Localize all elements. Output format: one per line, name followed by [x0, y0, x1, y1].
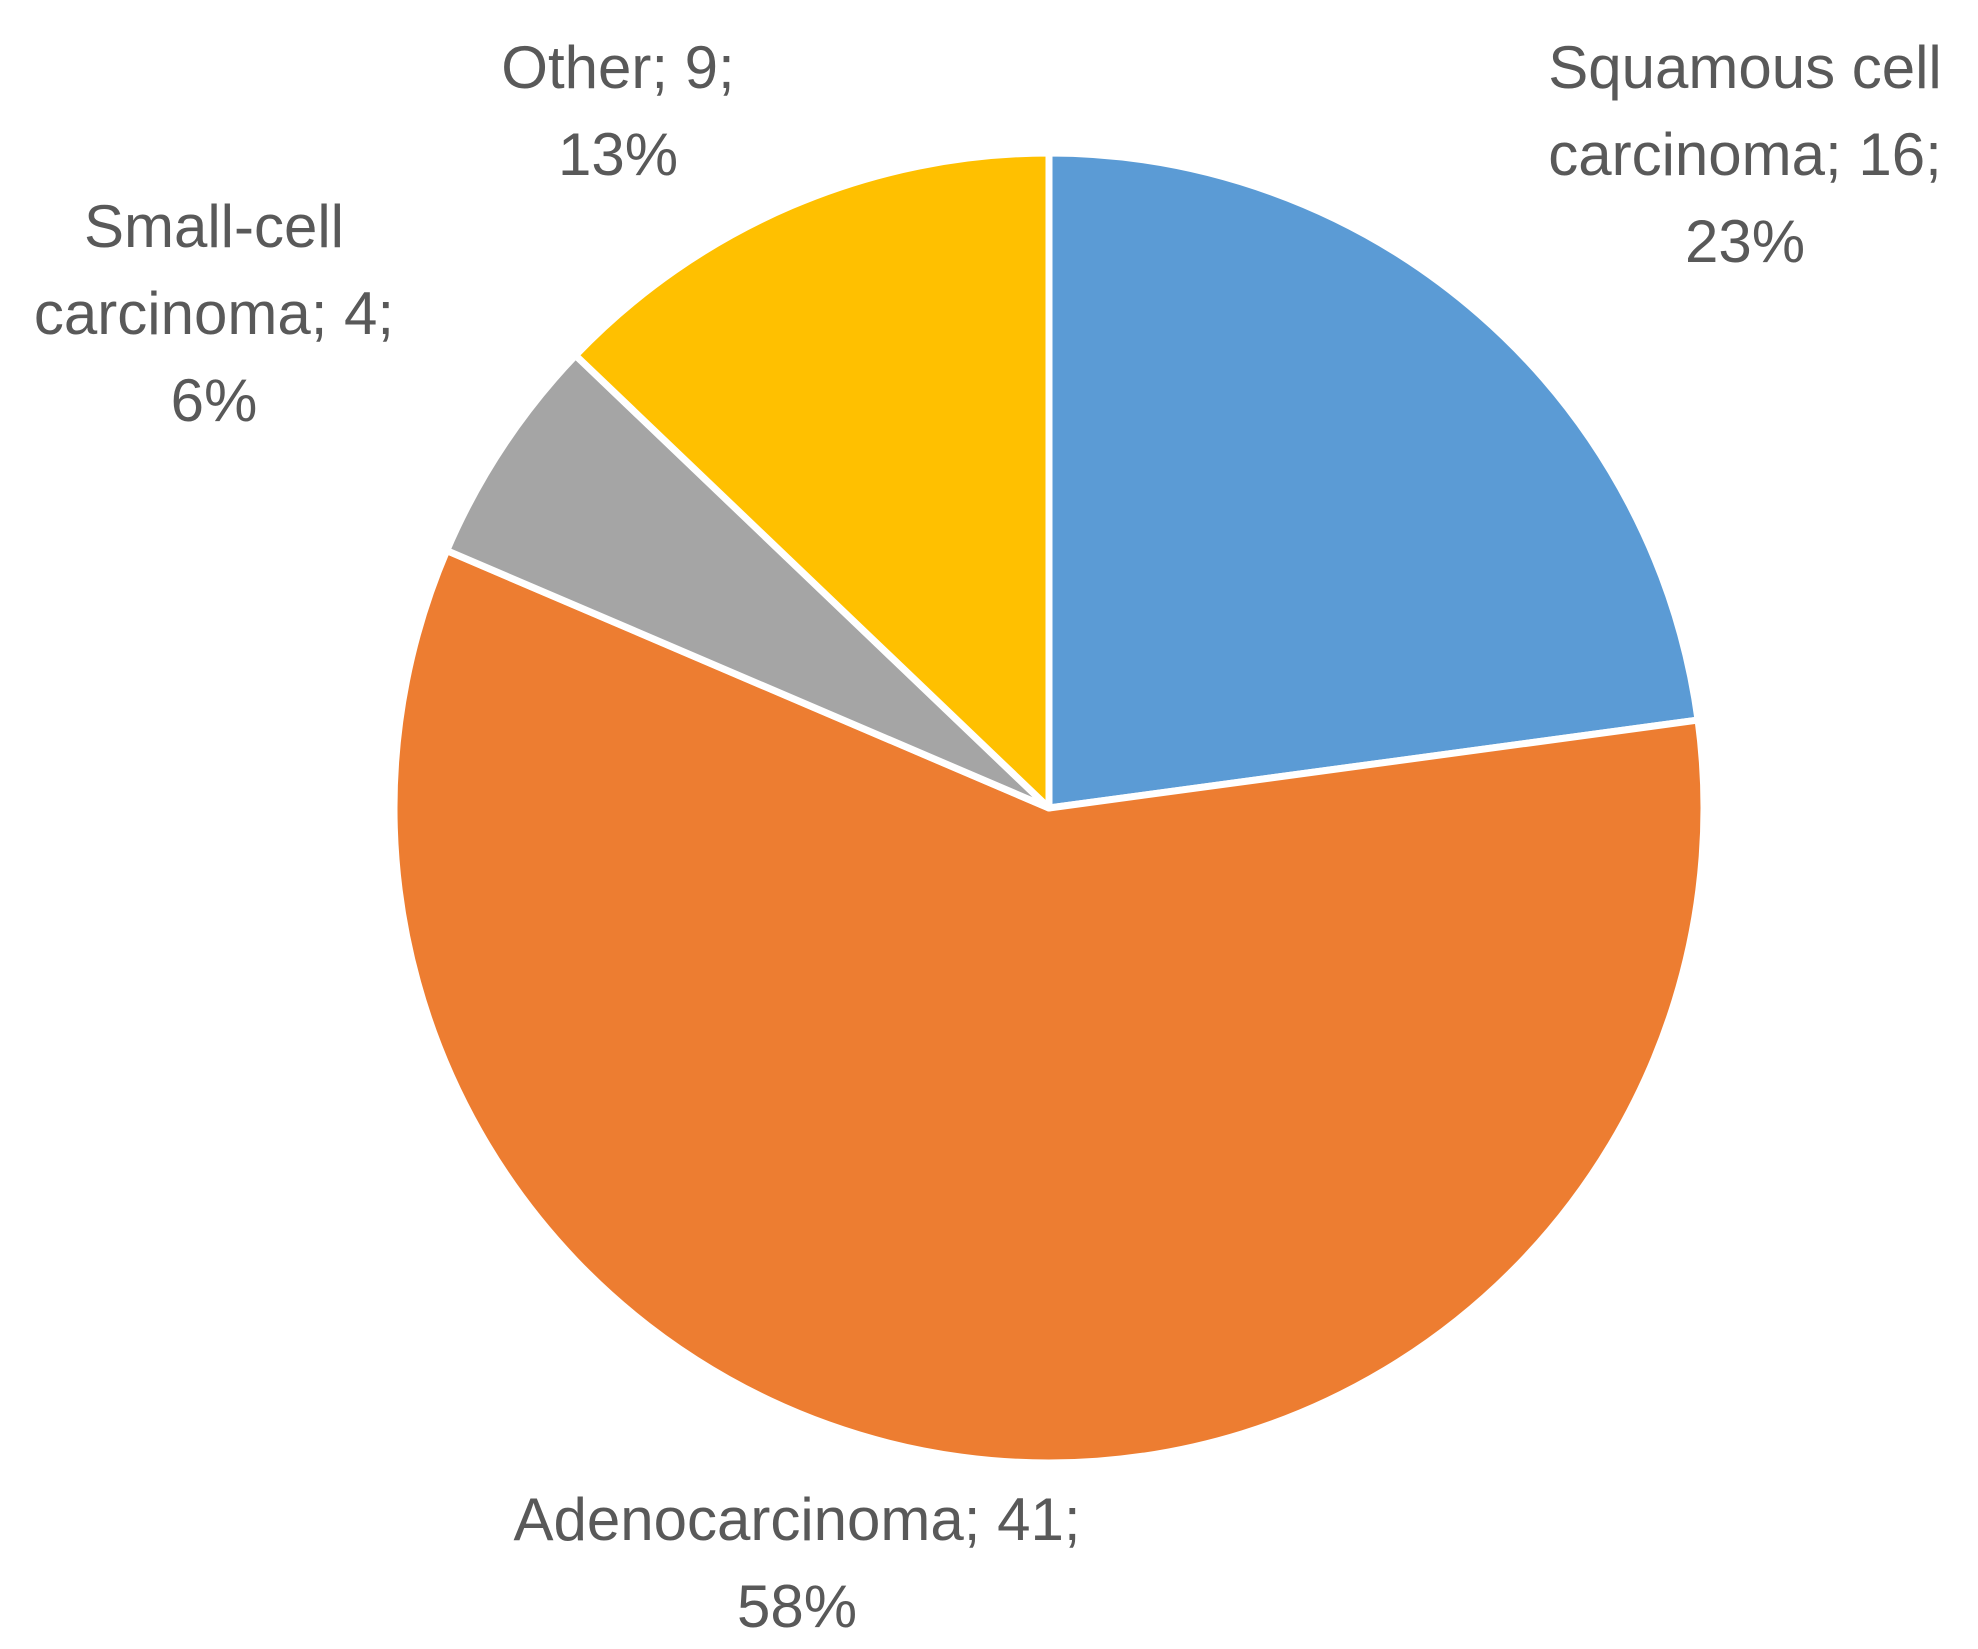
data-label-squamous-cell-carcinoma: Squamous cell carcinoma; 16; 23%: [1548, 34, 1942, 275]
pie-slice-small-cell-carcinoma: [443, 351, 1053, 812]
data-label-line: 13%: [558, 121, 678, 188]
pie-slice-adenocarcinoma: [390, 547, 1708, 1467]
data-label-line: 23%: [1685, 208, 1805, 275]
pie-slice-squamous-cell-carcinoma: [1045, 149, 1702, 812]
data-label-small-cell-carcinoma: Small-cell carcinoma; 4; 6%: [34, 193, 394, 434]
data-label-line: carcinoma; 16;: [1548, 121, 1942, 188]
data-label-line: Small-cell: [84, 193, 344, 260]
data-label-other: Other; 9; 13%: [501, 34, 734, 188]
data-label-line: Other; 9;: [501, 34, 734, 101]
data-label-line: Adenocarcinoma; 41;: [513, 1486, 1080, 1553]
data-label-line: 6%: [171, 367, 258, 434]
pie-labels: Squamous cell carcinoma; 16; 23% Adenocarci…: [34, 34, 1942, 1640]
pie-slice-other: [572, 149, 1053, 812]
data-label-line: carcinoma; 4;: [34, 280, 394, 347]
data-label-line: 58%: [737, 1573, 857, 1640]
data-label-adenocarcinoma: Adenocarcinoma; 41; 58%: [513, 1486, 1080, 1640]
pie-slices: [390, 149, 1708, 1467]
data-label-line: Squamous cell: [1548, 34, 1942, 101]
